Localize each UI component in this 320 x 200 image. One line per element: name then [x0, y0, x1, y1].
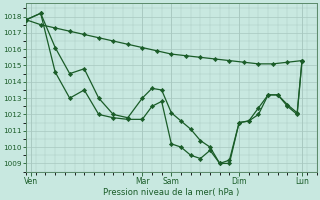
X-axis label: Pression niveau de la mer( hPa ): Pression niveau de la mer( hPa ): [103, 188, 239, 197]
